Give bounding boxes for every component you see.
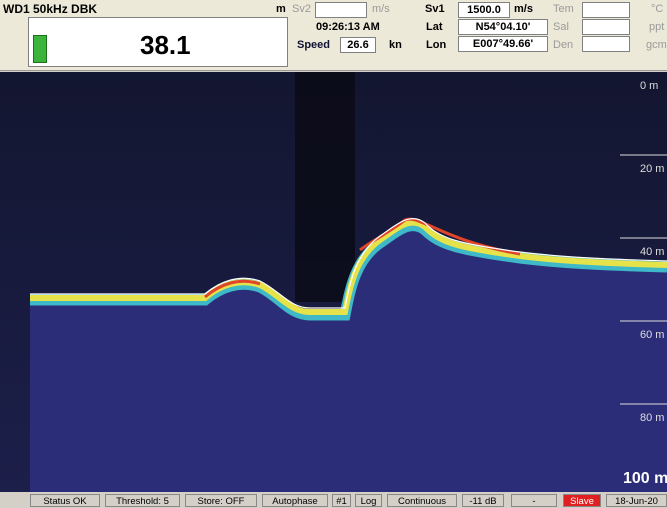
echo-mid: [30, 219, 667, 315]
bottom-line: [30, 217, 667, 309]
log[interactable]: Log: [355, 494, 382, 507]
echogram: [0, 72, 667, 492]
den-unit: gcm: [646, 39, 667, 51]
signal-bar: [33, 35, 47, 63]
tem-box: [582, 2, 630, 18]
speed-value: 26.6: [340, 37, 376, 53]
speed-unit: kn: [389, 39, 402, 51]
sal-label: Sal: [553, 21, 569, 33]
speed-label: Speed: [297, 39, 331, 51]
sv2-box: [315, 2, 367, 18]
gain[interactable]: -11 dB: [462, 494, 504, 507]
seabed: [30, 222, 667, 492]
depth-value: 38.1: [140, 30, 191, 60]
depth-label: 100 m: [623, 470, 667, 487]
channel: WD1 50kHz DBK: [3, 2, 98, 16]
threshold[interactable]: Threshold: 5: [105, 494, 180, 507]
sv1-unit: m/s: [514, 3, 533, 15]
depth-label: 80 m: [640, 412, 665, 424]
autophase[interactable]: Autophase: [262, 494, 328, 507]
status: Status OK: [30, 494, 100, 507]
lon-label: Lon: [426, 39, 447, 51]
sv2-unit: m/s: [372, 3, 390, 15]
den-box: [582, 36, 630, 52]
tem-unit: °C: [651, 3, 664, 15]
depth-label: 20 m: [640, 163, 665, 175]
depth-label: 60 m: [640, 329, 665, 341]
depth-box: [28, 17, 288, 67]
continuous[interactable]: Continuous: [387, 494, 457, 507]
store[interactable]: Store: OFF: [185, 494, 257, 507]
dash: -: [511, 494, 557, 507]
channel-number[interactable]: #1: [332, 494, 351, 507]
tem-label: Tem: [553, 3, 574, 15]
lat-label: Lat: [426, 21, 443, 33]
slave[interactable]: Slave: [563, 494, 601, 507]
sal-box: [582, 19, 630, 35]
depth-label: 40 m: [640, 246, 665, 258]
lon-value: E007°49.66': [458, 36, 548, 52]
sv1-value: 1500.0: [458, 2, 510, 18]
date: 18-Jun-20: [606, 494, 667, 507]
depth-unit: m: [276, 3, 286, 15]
lat-value: N54°04.10': [458, 19, 548, 35]
sal-unit: ppt: [649, 21, 665, 33]
den-label: Den: [553, 39, 574, 51]
shadow: [295, 72, 355, 302]
sv1-label: Sv1: [425, 3, 445, 15]
depth-label: 0 m: [640, 80, 659, 92]
time: 09:26:13 AM: [316, 21, 380, 33]
sv2-label: Sv2: [292, 3, 311, 15]
